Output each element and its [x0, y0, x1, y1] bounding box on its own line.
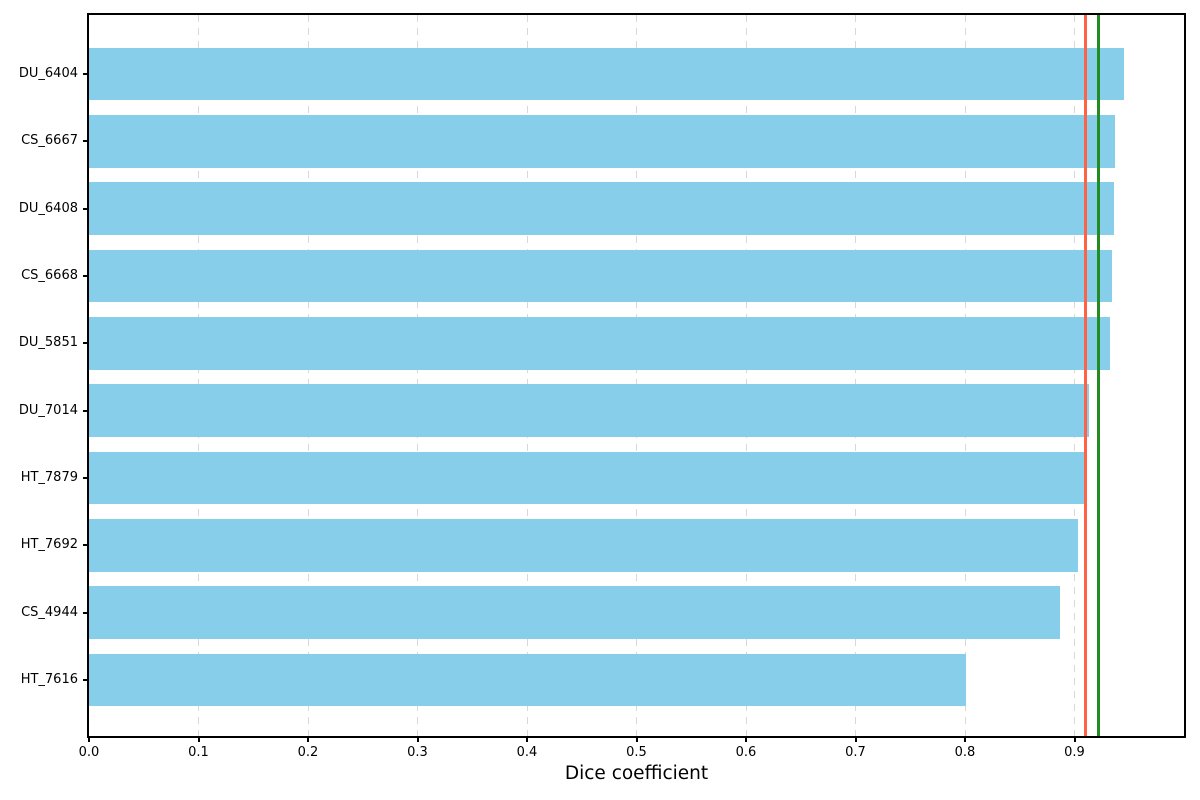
median-line	[1097, 15, 1101, 736]
x-tick-label: 0.2	[297, 745, 319, 760]
x-tick	[635, 738, 638, 742]
x-tick-label: 0.6	[735, 745, 757, 760]
grid-line	[1074, 15, 1075, 736]
x-tick	[1073, 738, 1076, 742]
x-tick	[964, 738, 966, 742]
bar-DU_6408	[89, 182, 1114, 236]
x-tick	[307, 738, 309, 742]
x-tick-label: 0.8	[954, 745, 976, 760]
x-tick	[745, 738, 747, 742]
y-tick-label: DU_5851	[18, 335, 78, 351]
bar-HT_7616	[89, 653, 967, 707]
x-tick-label: 0.5	[626, 745, 647, 760]
y-tick	[83, 207, 87, 210]
grid-line	[745, 15, 747, 736]
y-tick-label: HT_7616	[20, 671, 78, 687]
x-tick-label: 0.3	[407, 745, 428, 760]
y-tick-label: DU_6404	[18, 66, 78, 82]
grid-line	[307, 15, 309, 736]
bar-DU_7014	[89, 384, 1089, 437]
y-tick-label: CS_4944	[21, 604, 78, 620]
bar-CS_4944	[89, 586, 1061, 639]
x-tick	[88, 738, 90, 742]
grid-line	[526, 15, 528, 736]
mean-line	[1083, 15, 1087, 736]
y-tick	[83, 342, 87, 345]
grid-line	[417, 15, 418, 736]
y-tick-label: CS_6667	[21, 133, 78, 149]
y-tick-label: HT_7692	[20, 537, 78, 553]
x-tick	[854, 738, 857, 742]
x-tick	[526, 738, 528, 742]
plot-area	[87, 13, 1186, 738]
x-tick	[416, 738, 419, 742]
bar-DU_5851	[89, 317, 1110, 370]
y-tick	[83, 275, 87, 278]
x-tick-label: 0.7	[845, 745, 866, 760]
y-tick	[83, 409, 87, 412]
x-tick-label: 0.4	[516, 745, 538, 760]
bar-CS_6668	[89, 249, 1112, 303]
y-tick	[83, 73, 87, 76]
y-tick	[83, 476, 87, 479]
x-axis-label: Dice coefficient	[564, 763, 709, 784]
y-tick-label: DU_7014	[18, 402, 78, 418]
y-tick	[83, 678, 87, 681]
y-tick	[83, 544, 87, 547]
bar-CS_6667	[89, 115, 1115, 168]
y-tick-label: CS_6668	[21, 268, 78, 284]
bar-HT_7692	[89, 518, 1078, 572]
y-tick	[83, 611, 87, 614]
y-tick-label: DU_6408	[18, 200, 78, 216]
x-tick-label: 0.9	[1064, 745, 1085, 760]
y-tick	[83, 140, 87, 143]
bar-DU_6404	[89, 47, 1124, 101]
grid-line	[198, 15, 199, 736]
x-tick-label: 0.1	[188, 745, 209, 760]
grid-line	[636, 15, 637, 736]
grid-line	[855, 15, 856, 736]
grid-line	[964, 15, 966, 736]
x-tick	[197, 738, 200, 742]
bar-HT_7879	[89, 451, 1087, 505]
x-tick-label: 0.0	[78, 745, 100, 760]
y-tick-label: HT_7879	[20, 469, 78, 485]
